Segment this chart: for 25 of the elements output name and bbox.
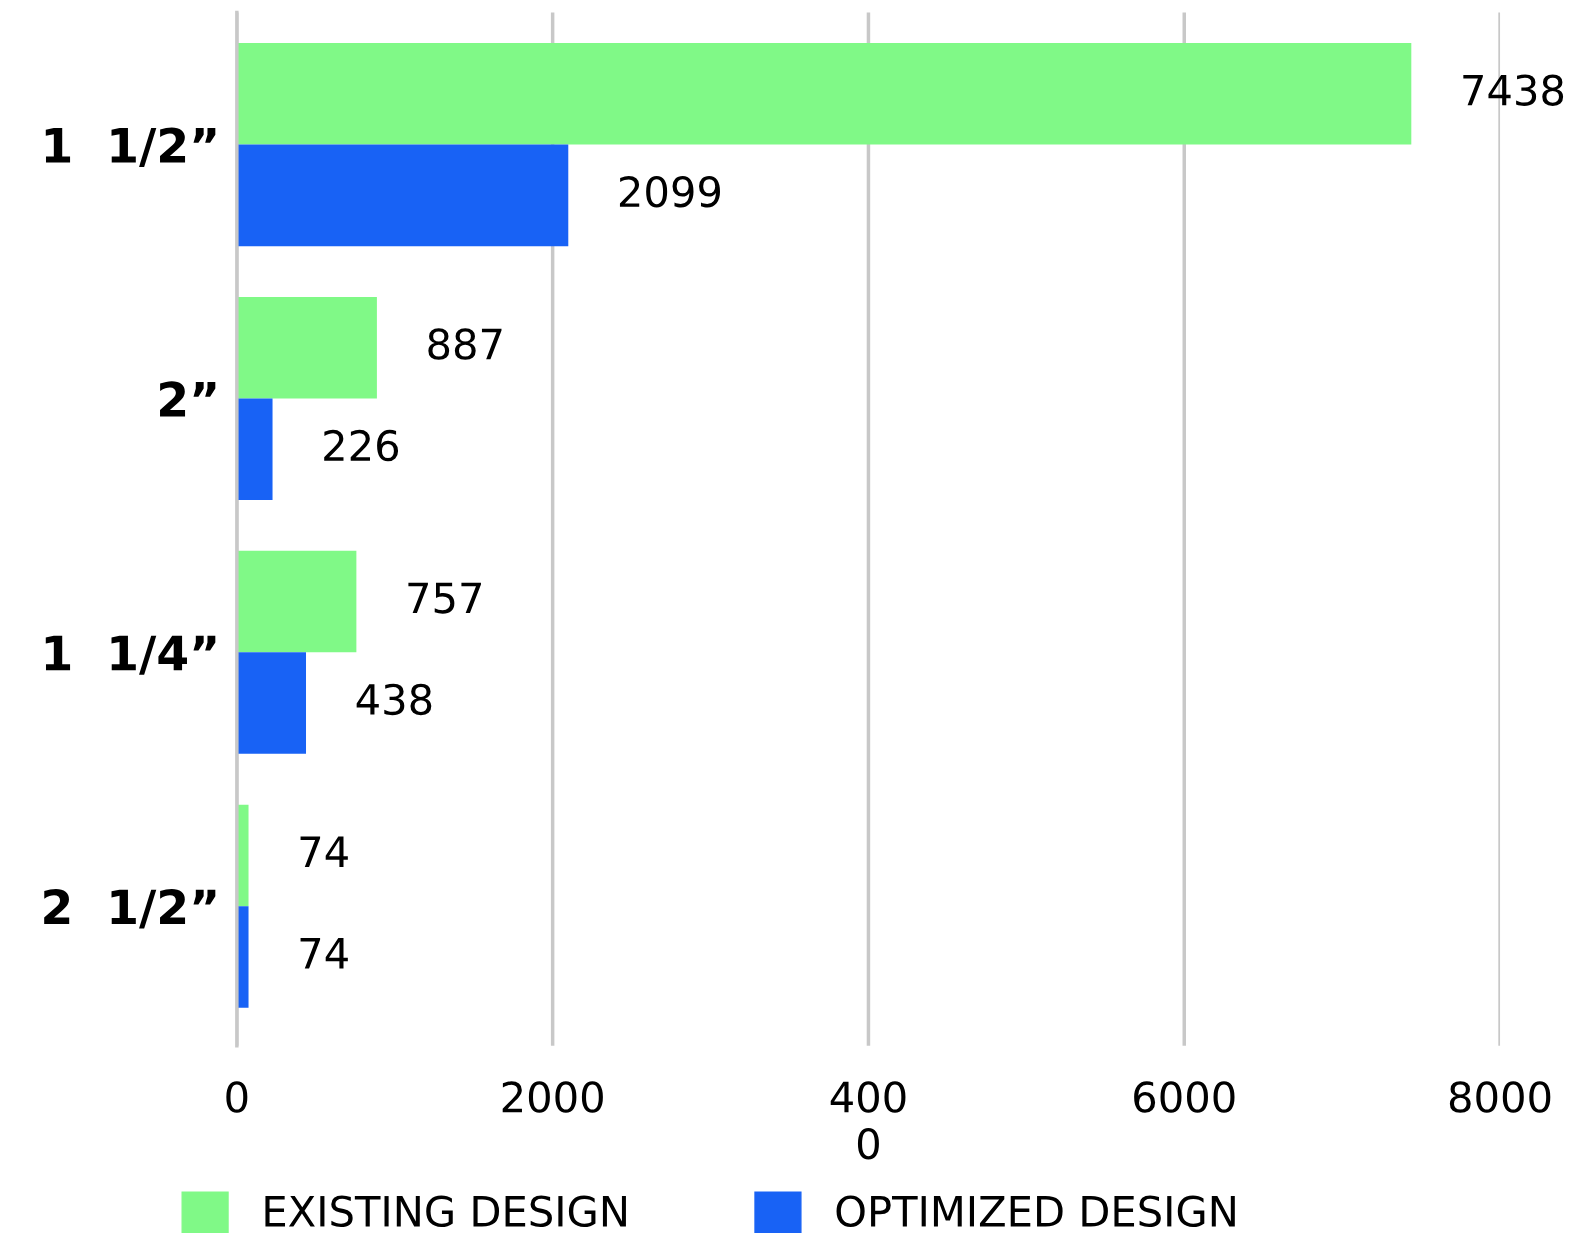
data-label: 438 (356, 683, 432, 716)
y-tick-label: 1 1/4” (45, 635, 216, 675)
bar (236, 398, 273, 501)
x-tick-label: 0 (226, 1081, 248, 1113)
y-tick-label: 1 1/2” (45, 127, 216, 167)
y-tick-label: 2” (160, 381, 216, 417)
x-tick-label: 2000 (502, 1081, 603, 1113)
data-label: 226 (324, 429, 399, 462)
legend-label: OPTIMIZED DESIGN (836, 1195, 1235, 1228)
legend-label: EXISTING DESIGN (265, 1195, 626, 1228)
data-label: 2099 (619, 175, 720, 208)
bar (236, 144, 569, 247)
x-tick-label: 400 0 (830, 1081, 906, 1160)
data-label: 7438 (1463, 74, 1564, 106)
bar (236, 43, 1412, 145)
data-label: 74 (300, 938, 348, 969)
bar (236, 296, 377, 399)
x-tick-label: 8000 (1449, 1081, 1551, 1113)
data-label: 74 (300, 836, 348, 867)
bar (236, 550, 357, 653)
bar (236, 652, 307, 754)
x-tick-label: 6000 (1134, 1081, 1235, 1113)
y-tick-label: 2 1/2” (44, 889, 216, 929)
data-label: 757 (408, 582, 481, 614)
data-label: 887 (428, 328, 502, 360)
